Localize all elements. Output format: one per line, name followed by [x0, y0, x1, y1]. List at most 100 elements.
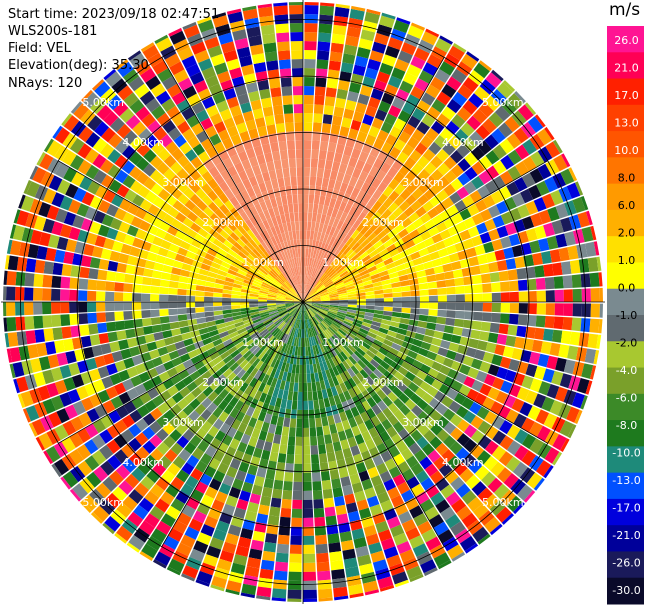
ray-gate	[270, 226, 278, 237]
ray-gate	[268, 271, 277, 280]
ray-gate	[483, 373, 496, 387]
ray-gate	[428, 141, 442, 155]
ray-gate	[483, 241, 495, 254]
ray-gate	[379, 470, 392, 483]
ray-gate	[359, 122, 371, 134]
ray-gate	[215, 491, 228, 504]
ray-gate	[304, 59, 316, 69]
ray-gate	[274, 14, 289, 25]
ray-gate	[322, 488, 333, 499]
ray-gate	[340, 476, 351, 487]
ray-gate	[271, 245, 279, 256]
ray-gate	[250, 311, 260, 316]
ray-gate	[89, 221, 102, 235]
ray-gate	[516, 387, 530, 401]
ray-gate	[159, 302, 169, 309]
ray-gate	[215, 318, 225, 325]
ray-gate	[416, 370, 428, 381]
ray-gate	[500, 489, 516, 506]
ray-gate	[294, 131, 303, 141]
ray-gate	[423, 417, 437, 430]
ray-gate	[454, 241, 466, 252]
ray-gate	[327, 142, 337, 153]
ray-gate	[546, 384, 560, 399]
ray-gate	[274, 234, 281, 245]
ray-gate	[267, 386, 275, 396]
ray-gate	[392, 307, 402, 313]
ray-gate	[293, 481, 303, 491]
ray-gate	[463, 410, 476, 424]
ray-gate	[149, 420, 162, 434]
ray-gate	[277, 308, 287, 313]
ray-gate	[170, 476, 185, 491]
ray-gate	[322, 114, 333, 125]
ray-gate	[353, 350, 363, 360]
ray-gate	[294, 463, 303, 473]
ray-gate	[365, 261, 376, 270]
ray-gate	[349, 270, 360, 278]
ray-gate	[219, 364, 230, 374]
ray-gate	[152, 196, 165, 209]
ray-gate	[3, 317, 8, 332]
colorbar-segment	[607, 131, 644, 158]
ray-gate	[268, 309, 278, 313]
ray-gate	[131, 354, 143, 366]
ray-gate	[285, 304, 295, 308]
ray-gate	[434, 354, 446, 365]
ray-gate	[342, 234, 351, 244]
ray-gate	[387, 228, 398, 239]
ray-gate	[267, 237, 275, 248]
ray-gate	[434, 202, 447, 214]
ray-gate	[585, 241, 597, 257]
ray-gate	[293, 203, 299, 213]
ray-gate	[386, 554, 402, 568]
ray-gate	[457, 172, 471, 186]
ray-gate	[249, 239, 258, 249]
ray-gate	[311, 267, 316, 277]
ray-gate	[303, 293, 305, 302]
ray-gate	[135, 432, 149, 446]
ray-gate	[335, 143, 345, 155]
ray-gate	[335, 281, 345, 288]
ray-gate	[231, 173, 242, 185]
ray-gate	[395, 333, 406, 341]
ray-gate	[387, 414, 399, 426]
ray-gate	[244, 510, 257, 522]
ray-gate	[315, 270, 321, 279]
ray-gate	[178, 77, 193, 91]
ray-gate	[310, 445, 319, 455]
ray-gate	[152, 60, 168, 75]
ray-gate	[266, 124, 277, 135]
ray-gate	[375, 567, 391, 581]
ray-gate	[284, 113, 294, 123]
ray-gate	[60, 302, 70, 314]
ray-gate	[342, 275, 352, 282]
ray-gate	[368, 446, 380, 459]
ray-gate	[352, 219, 362, 230]
ray-gate	[374, 309, 384, 315]
ray-gate	[294, 301, 303, 302]
ray-gate	[417, 155, 430, 169]
ray-gate	[366, 8, 381, 16]
ray-gate	[371, 382, 381, 393]
ray-gate	[110, 396, 124, 409]
ray-gate	[309, 418, 316, 428]
ray-gate	[500, 303, 510, 313]
ray-gate	[360, 238, 370, 248]
ray-gate	[293, 257, 298, 267]
colorbar-segment	[607, 104, 644, 132]
ray-gate	[100, 460, 115, 476]
ray-gate	[260, 353, 269, 363]
ray-gate	[292, 267, 296, 277]
ray-gate	[331, 356, 339, 367]
ray-gate	[303, 293, 306, 302]
ray-gate	[287, 316, 294, 325]
ray-gate	[312, 490, 323, 500]
ray-gate	[319, 232, 326, 243]
ray-gate	[179, 141, 192, 155]
ray-gate	[206, 402, 218, 414]
ray-gate	[101, 376, 114, 389]
ray-gate	[166, 566, 181, 576]
ray-gate	[410, 462, 424, 476]
